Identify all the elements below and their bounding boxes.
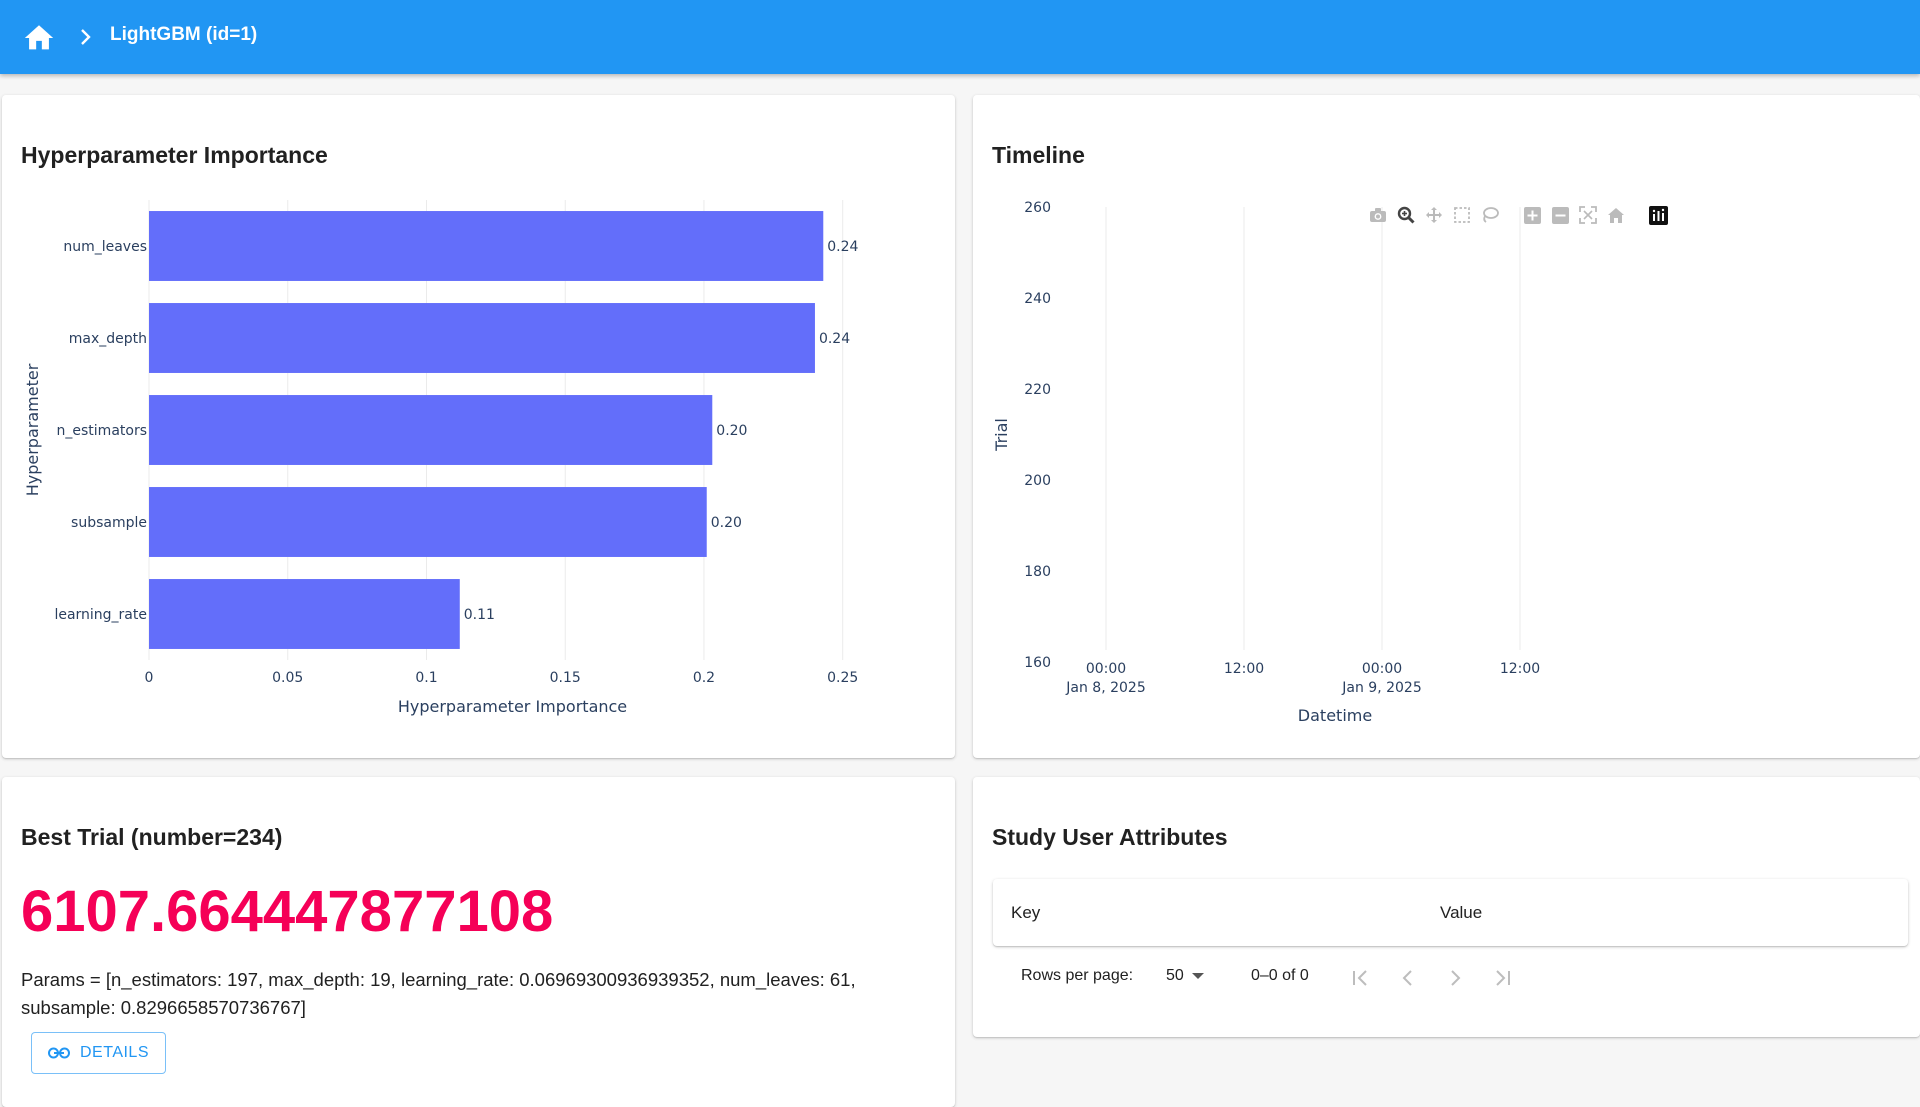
link-icon <box>48 1047 70 1059</box>
y-axis-title: Trial <box>992 418 1011 452</box>
pagination-range: 0–0 of 0 <box>1251 967 1309 984</box>
y-tick-label: 200 <box>1024 473 1051 489</box>
importance-bar <box>149 579 460 649</box>
home-icon[interactable] <box>22 21 56 55</box>
last-page-icon[interactable] <box>1490 966 1514 990</box>
x-tick-time: 00:00 <box>1086 661 1126 677</box>
bar-value-label: 0.20 <box>716 423 747 439</box>
y-tick-label: num_leaves <box>63 239 147 255</box>
x-tick-label: 0.2 <box>693 670 715 686</box>
box-select-icon[interactable] <box>1451 204 1473 226</box>
importance-bar <box>149 395 713 465</box>
y-axis-title: Hyperparameter <box>23 363 42 496</box>
y-tick-label: 240 <box>1024 291 1051 307</box>
x-axis-title: Datetime <box>1298 706 1372 725</box>
bar-value-label: 0.24 <box>827 239 858 255</box>
lasso-icon[interactable] <box>1479 204 1501 226</box>
x-tick-label: 0 <box>145 670 154 686</box>
caret-down-icon <box>1191 972 1204 980</box>
pan-icon[interactable] <box>1423 204 1445 226</box>
app-bar: LightGBM (id=1) <box>0 0 1920 74</box>
y-tick-label: learning_rate <box>54 607 147 623</box>
reset-axes-icon[interactable] <box>1605 204 1627 226</box>
user-attributes-title: Study User Attributes <box>992 824 1228 850</box>
bar-value-label: 0.24 <box>819 331 850 347</box>
x-tick-time: 00:00 <box>1362 661 1402 677</box>
y-tick-label: 220 <box>1024 382 1051 398</box>
first-page-icon[interactable] <box>1349 966 1373 990</box>
y-tick-label: 260 <box>1024 200 1051 216</box>
timeline-card-title: Timeline <box>992 142 1085 168</box>
importance-bar <box>149 487 707 557</box>
importance-bar <box>149 211 824 281</box>
zoom-icon[interactable] <box>1395 204 1417 226</box>
y-tick-label: subsample <box>71 515 147 531</box>
x-tick-date: Jan 8, 2025 <box>1065 680 1145 696</box>
zoom-in-icon[interactable] <box>1521 204 1543 226</box>
bar-value-label: 0.20 <box>711 515 742 531</box>
timeline-card <box>973 95 1920 758</box>
best-trial-params: Params = [n_estimators: 197, max_depth: … <box>21 969 856 1018</box>
y-tick-label: 160 <box>1024 655 1051 671</box>
x-axis-title: Hyperparameter Importance <box>398 697 627 716</box>
details-button-label: DETAILS <box>80 1044 149 1061</box>
plotly-logo-icon[interactable] <box>1647 204 1669 226</box>
rows-per-page-value: 50 <box>1166 967 1184 984</box>
x-tick-label: 0.05 <box>272 670 303 686</box>
best-trial-title: Best Trial (number=234) <box>21 824 283 850</box>
timeline-chart: 160 180 200 220 240 260 00:00 Jan 8, 2025 12:00 0… <box>992 200 1540 725</box>
x-tick-time: 12:00 <box>1224 661 1264 677</box>
camera-icon[interactable] <box>1367 204 1389 226</box>
best-trial-value: 6107.664447877108 <box>21 879 554 944</box>
autoscale-icon[interactable] <box>1577 204 1599 226</box>
x-tick-time: 12:00 <box>1500 661 1540 677</box>
x-tick-label: 0.15 <box>550 670 581 686</box>
y-tick-label: max_depth <box>69 331 147 347</box>
x-tick-label: 0.25 <box>827 670 858 686</box>
bar-value-label: 0.11 <box>464 607 495 623</box>
previous-page-icon[interactable] <box>1396 966 1420 990</box>
y-tick-label: n_estimators <box>57 423 147 439</box>
zoom-out-icon[interactable] <box>1549 204 1571 226</box>
x-tick-label: 0.1 <box>415 670 437 686</box>
plot-modebar <box>1367 204 1669 226</box>
importance-bar <box>149 303 815 373</box>
next-page-icon[interactable] <box>1443 966 1467 990</box>
rows-per-page-select[interactable]: 50 <box>1166 967 1204 985</box>
user-attributes-table: Key Value <box>993 879 1908 946</box>
breadcrumb-study-title[interactable]: LightGBM (id=1) <box>110 24 258 45</box>
rows-per-page-label: Rows per page: <box>1021 967 1134 984</box>
column-header-key[interactable]: Key <box>1011 903 1041 922</box>
importance-chart: 0 0.05 0.1 0.15 0.2 0.25 num_leaves 0.24 max_dep… <box>23 200 859 716</box>
y-tick-label: 180 <box>1024 564 1051 580</box>
chevron-right-icon <box>78 26 94 48</box>
importance-card-title: Hyperparameter Importance <box>21 142 328 168</box>
x-tick-date: Jan 9, 2025 <box>1341 680 1421 696</box>
column-header-value[interactable]: Value <box>1440 903 1483 922</box>
details-button[interactable]: DETAILS <box>31 1032 166 1074</box>
